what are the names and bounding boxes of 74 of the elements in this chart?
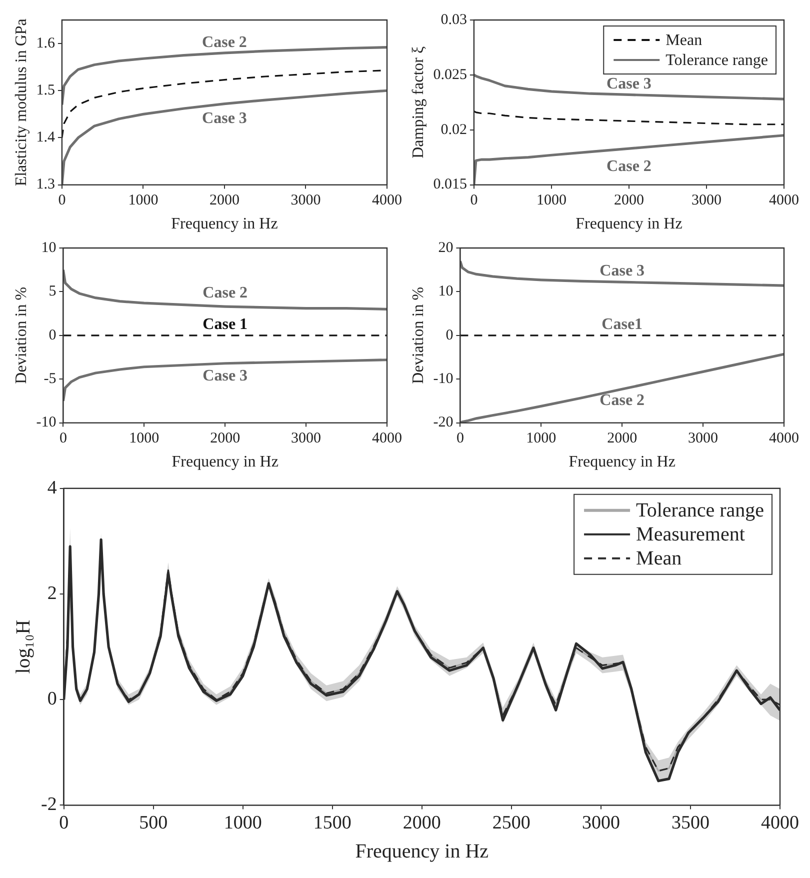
x-tick-label: 4000 [372,192,402,209]
y-axis-title: Damping factor ξ [410,46,427,158]
x-axis-title: Frequency in Hz [171,216,278,233]
x-tick-label: 4000 [372,430,402,447]
x-tick-label: 2000 [209,192,240,209]
x-axis-title: Frequency in Hz [355,840,489,862]
y-tick-label: -2 [41,794,57,816]
annotation: Case 3 [600,262,645,280]
legend-label: Mean [636,548,682,570]
x-tick-label: 2000 [210,430,240,447]
y-tick-label: 1.4 [36,130,56,146]
annotation: Case 3 [202,368,248,385]
x-tick-label: 3000 [582,812,620,834]
y-axis-title: Deviation in % [12,286,30,384]
x-tick-label: 0 [470,192,478,209]
annotation: Case 2 [202,34,247,52]
x-tick-label: 2000 [402,812,441,834]
y-axis-title: log₁₀H [12,620,34,674]
y-tick-label: 0.02 [440,122,467,138]
x-tick-label: 4000 [769,192,799,209]
y-tick-label: 0.025 [433,66,467,83]
y-tick-label: 1.6 [36,35,56,52]
y-tick-label: -5 [44,371,56,388]
y-tick-label: 2 [47,582,57,604]
y-tick-label: 10 [41,240,56,256]
y-tick-label: 20 [438,240,454,256]
line-series [474,110,784,126]
y-tick-label: 0 [446,327,454,344]
legend-label: Tolerance range [666,52,768,70]
x-tick-label: 4000 [769,430,799,447]
y-tick-label: -10 [36,414,56,431]
legend-label: Measurement [636,524,746,546]
y-tick-label: 10 [438,284,454,300]
y-tick-label: 0 [47,688,57,710]
annotation: Case 3 [202,110,247,128]
x-tick-label: 3000 [688,430,718,447]
y-tick-label: -10 [433,371,454,388]
y-tick-label: 5 [48,284,56,300]
x-tick-label: 2000 [607,430,638,447]
x-tick-label: 1000 [128,192,158,209]
x-tick-label: 1500 [313,812,352,834]
x-tick-label: 1000 [526,430,556,447]
x-tick-label: 2500 [492,812,530,834]
y-tick-label: 1.3 [36,176,55,193]
y-tick-label: -20 [433,414,454,431]
x-axis-title: Frequency in Hz [568,454,676,471]
annotation: Case 1 [202,316,248,334]
annotation: Case 3 [606,75,652,92]
y-tick-label: 0.03 [440,12,467,28]
y-axis-title: Deviation in % [410,286,427,384]
y-tick-label: 0.015 [433,176,467,193]
annotation: Case1 [602,316,643,334]
legend-label: Mean [666,32,702,50]
x-tick-label: 4000 [761,812,799,834]
x-tick-label: 3000 [291,430,322,447]
x-tick-label: 2000 [614,192,644,209]
x-tick-label: 3500 [671,812,710,834]
y-tick-label: 1.5 [36,82,55,99]
annotation: Case 2 [606,158,652,175]
y-tick-label: 0 [48,327,56,344]
x-tick-label: 1000 [536,192,566,209]
x-axis-title: Frequency in Hz [172,454,278,471]
legend-label: Tolerance range [636,500,764,522]
x-tick-label: 1000 [224,812,262,834]
annotation: Case 2 [600,392,645,410]
x-tick-label: 1000 [129,430,160,447]
annotation: Case 2 [202,284,248,302]
y-tick-label: 4 [47,477,58,498]
y-axis-title: Elasticity modulus in GPa [12,18,30,186]
x-tick-label: 3000 [290,192,321,209]
x-axis-title: Frequency in Hz [576,216,682,233]
x-tick-label: 500 [139,812,168,834]
x-tick-label: 3000 [691,192,722,209]
x-tick-label: 0 [59,430,67,447]
